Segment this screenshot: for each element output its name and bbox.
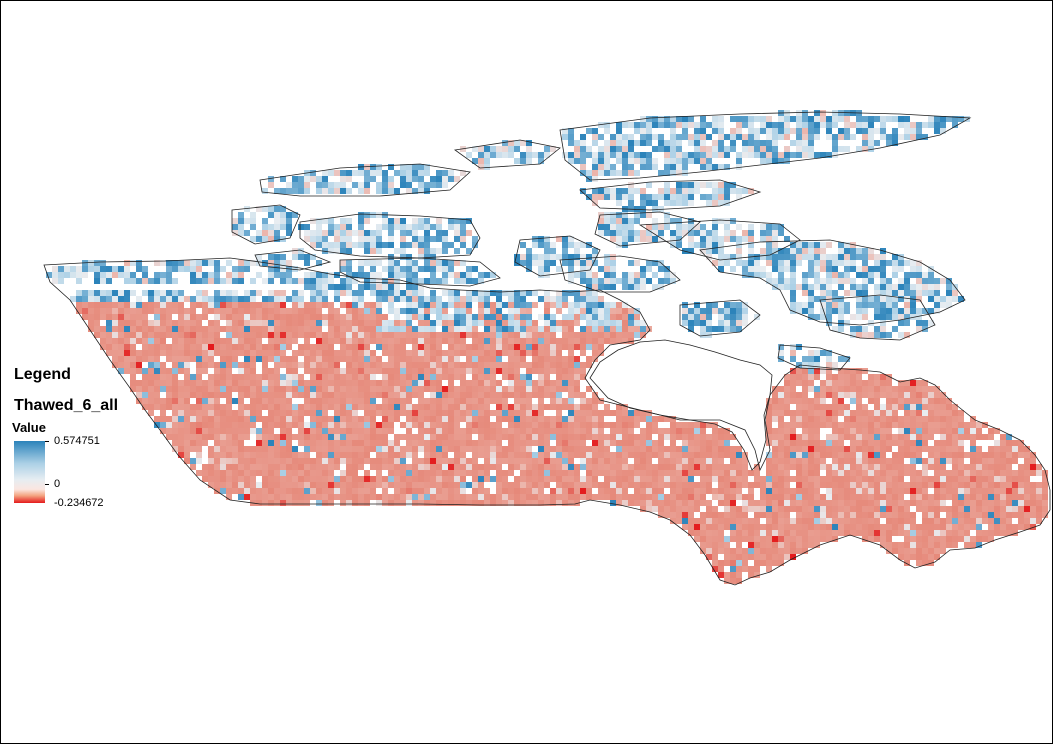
island-outline — [559, 111, 972, 181]
legend-tick-zero — [45, 484, 49, 485]
legend-zero-label: 0 — [54, 478, 61, 490]
legend-max-label: 0.574751 — [54, 435, 100, 447]
island-outline — [594, 211, 701, 247]
island-outline — [777, 344, 851, 371]
thawed-raster-layer — [46, 110, 1048, 584]
island-outline — [339, 257, 501, 287]
island-outline — [559, 255, 681, 293]
island-outline — [254, 249, 332, 271]
mainland-outline — [43, 257, 1051, 586]
island-outline — [299, 213, 481, 259]
island-outline — [453, 139, 561, 169]
hudson-bay-outline — [589, 339, 773, 471]
legend-tick-max — [45, 441, 49, 442]
legend-title: Legend — [14, 366, 71, 383]
island-outline — [699, 239, 966, 326]
legend-color-ramp — [14, 441, 45, 503]
island-outline — [579, 179, 762, 211]
island-outline — [679, 299, 761, 337]
island-outline — [231, 204, 301, 245]
legend-min-label: -0.234672 — [54, 497, 104, 509]
island-outline — [514, 235, 601, 277]
island-outline — [638, 219, 801, 261]
canada-boundary-layer — [43, 111, 1051, 586]
island-outline — [819, 294, 936, 341]
legend-layer-name: Thawed_6_all — [14, 397, 119, 414]
legend-value-heading: Value — [12, 420, 46, 435]
island-outline — [259, 163, 471, 197]
